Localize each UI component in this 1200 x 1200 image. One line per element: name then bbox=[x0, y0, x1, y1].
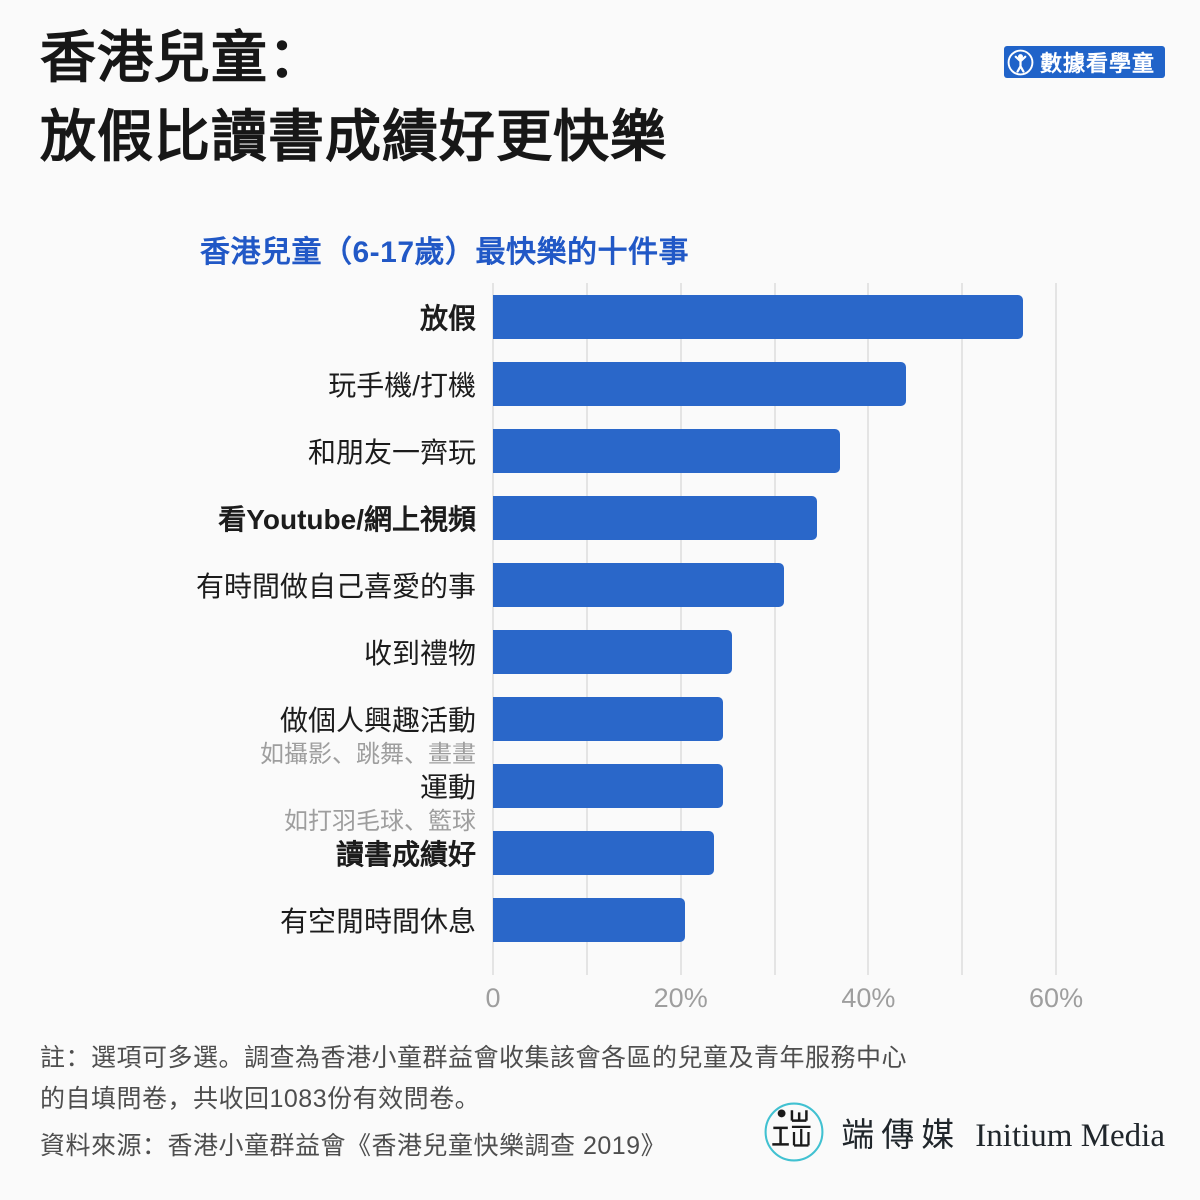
footnote-line2: 的自填問卷，共收回1083份有效問卷。 bbox=[40, 1085, 481, 1113]
bar bbox=[493, 294, 1024, 339]
bar-label: 讀書成績好 bbox=[335, 838, 476, 870]
bar-label: 有時間做自己喜愛的事 bbox=[195, 570, 476, 602]
bar-row: 和朋友一齊玩 bbox=[40, 417, 1103, 484]
bar-label-col: 玩手機/打機 bbox=[40, 350, 493, 417]
bar-label: 收到禮物 bbox=[363, 637, 476, 669]
publisher-names: 端傳媒 Initium Media bbox=[841, 1108, 1165, 1156]
gridlines bbox=[492, 283, 1103, 975]
bar-area bbox=[493, 886, 1103, 953]
bar-label-col: 看Youtube/網上視頻 bbox=[40, 484, 493, 551]
bar-label-col: 收到禮物 bbox=[40, 618, 493, 685]
bar-label: 看Youtube/網上視頻 bbox=[218, 503, 476, 535]
gridline bbox=[1055, 283, 1058, 975]
bar-row: 運動如打羽毛球、籃球 bbox=[40, 752, 1103, 835]
publisher-name-zh: 端傳媒 bbox=[841, 1118, 962, 1154]
gridline bbox=[773, 283, 776, 975]
bar-row: 玩手機/打機 bbox=[40, 350, 1103, 417]
publisher-name-en: Initium Media bbox=[975, 1118, 1165, 1154]
bar-area bbox=[493, 618, 1103, 685]
x-tick-label: 20% bbox=[653, 983, 708, 1013]
bar-row: 放假 bbox=[40, 283, 1103, 350]
bar-label: 放假 bbox=[419, 302, 476, 334]
gridline bbox=[867, 283, 870, 975]
bar-label: 和朋友一齊玩 bbox=[307, 436, 476, 468]
x-axis: 0 20% 40% 60% bbox=[485, 983, 1103, 1023]
x-tick-label: 0 bbox=[485, 983, 501, 1013]
bar-area bbox=[493, 819, 1103, 886]
bar-area bbox=[493, 350, 1103, 417]
bar-row: 收到禮物 bbox=[40, 618, 1103, 685]
gridline bbox=[961, 283, 964, 975]
initium-logo-icon bbox=[764, 1102, 824, 1162]
bar-area bbox=[493, 551, 1103, 618]
bar-area bbox=[493, 484, 1103, 551]
bar-label-col: 有時間做自己喜愛的事 bbox=[40, 551, 493, 618]
footnote-line1: 註：選項可多選。調查為香港小童群益會收集該會各區的兒童及青年服務中心 bbox=[40, 1044, 908, 1072]
bar-rows: 放假玩手機/打機和朋友一齊玩看Youtube/網上視頻有時間做自己喜愛的事收到禮… bbox=[40, 283, 1103, 953]
brand-badge: 數據看學童 bbox=[1003, 46, 1165, 78]
x-tick-label: 40% bbox=[841, 983, 896, 1013]
bar-label-col: 運動如打羽毛球、籃球 bbox=[40, 752, 493, 835]
happiness-bar-chart: 放假玩手機/打機和朋友一齊玩看Youtube/網上視頻有時間做自己喜愛的事收到禮… bbox=[40, 283, 1103, 1023]
publisher-logo: 端傳媒 Initium Media bbox=[763, 1101, 1165, 1163]
bar-row: 讀書成績好 bbox=[40, 819, 1103, 886]
bar-area bbox=[493, 283, 1103, 350]
bar-row: 看Youtube/網上視頻 bbox=[40, 484, 1103, 551]
bar-sublabel: 如打羽毛球、籃球 bbox=[284, 807, 476, 835]
bar bbox=[493, 562, 784, 607]
bar-row: 有空閒時間休息 bbox=[40, 886, 1103, 953]
bar-label: 做個人興趣活動 bbox=[279, 704, 476, 736]
bar bbox=[493, 629, 733, 674]
page-title-line1: 香港兒童： bbox=[40, 26, 325, 89]
bar-label-col: 和朋友一齊玩 bbox=[40, 417, 493, 484]
source-line: 資料來源：香港小童群益會《香港兒童快樂調查 2019》 bbox=[40, 1132, 667, 1160]
page-title-line2: 放假比讀書成績好更快樂 bbox=[40, 105, 667, 168]
bar-row: 有時間做自己喜愛的事 bbox=[40, 551, 1103, 618]
bar bbox=[493, 495, 817, 540]
bar bbox=[493, 428, 841, 473]
chart-title: 香港兒童（6-17歲）最快樂的十件事 bbox=[200, 236, 690, 269]
bar-sublabel: 如攝影、跳舞、畫畫 bbox=[260, 740, 476, 768]
bar-label: 玩手機/打機 bbox=[328, 369, 476, 401]
bar-label-col: 放假 bbox=[40, 283, 493, 350]
bar-label-col: 讀書成績好 bbox=[40, 819, 493, 886]
gridline bbox=[679, 283, 682, 975]
brand-badge-label: 數據看學童 bbox=[1039, 51, 1155, 76]
gridline bbox=[585, 283, 588, 975]
bar-area bbox=[493, 752, 1103, 819]
gridline bbox=[492, 283, 494, 975]
bar-label-col: 有空閒時間休息 bbox=[40, 886, 493, 953]
bar bbox=[493, 897, 686, 942]
footnote: 註：選項可多選。調查為香港小童群益會收集該會各區的兒童及青年服務中心 的自填問卷… bbox=[40, 1038, 907, 1120]
child-icon bbox=[1007, 49, 1034, 75]
x-tick-label: 60% bbox=[1029, 983, 1084, 1013]
page-title: 香港兒童： 放假比讀書成績好更快樂 bbox=[40, 18, 667, 176]
bar-area bbox=[493, 685, 1103, 752]
bar bbox=[493, 830, 714, 875]
bar bbox=[493, 696, 723, 741]
bar-row: 做個人興趣活動如攝影、跳舞、畫畫 bbox=[40, 685, 1103, 768]
bar bbox=[493, 763, 723, 808]
bar-label-col: 做個人興趣活動如攝影、跳舞、畫畫 bbox=[40, 685, 493, 768]
bar-label: 運動 bbox=[419, 771, 476, 803]
bar-label: 有空閒時間休息 bbox=[279, 905, 476, 937]
bar bbox=[493, 361, 906, 406]
bar-area bbox=[493, 417, 1103, 484]
